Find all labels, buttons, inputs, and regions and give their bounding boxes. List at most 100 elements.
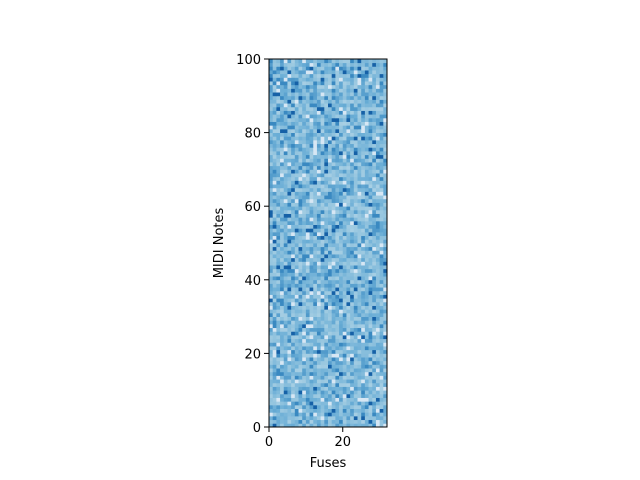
heatmap-cell bbox=[368, 220, 373, 225]
heatmap-cell bbox=[375, 99, 381, 104]
y-tick-label: 100 bbox=[236, 53, 261, 68]
heatmap-cell bbox=[324, 176, 329, 181]
heatmap-cell bbox=[353, 169, 358, 174]
heatmap-cell bbox=[316, 379, 322, 384]
heatmap-cell bbox=[316, 220, 322, 225]
heatmap-cell bbox=[280, 276, 285, 281]
heatmap-cell bbox=[283, 154, 288, 159]
heatmap-cell bbox=[313, 408, 318, 413]
heatmap-cell bbox=[309, 243, 314, 248]
heatmap-cell bbox=[298, 404, 303, 409]
heatmap-cell bbox=[375, 419, 381, 424]
heatmap-cell bbox=[283, 213, 288, 218]
heatmap-cell bbox=[294, 125, 299, 130]
heatmap-cell bbox=[324, 106, 329, 111]
heatmap-cell bbox=[328, 136, 333, 141]
heatmap-cell bbox=[335, 390, 340, 395]
heatmap-cell bbox=[339, 268, 344, 273]
heatmap-cell bbox=[283, 404, 288, 409]
heatmap-cell bbox=[316, 195, 322, 200]
heatmap-cell bbox=[280, 231, 285, 237]
heatmap-cell bbox=[361, 59, 366, 64]
heatmap-cell bbox=[335, 290, 340, 295]
heatmap-cell bbox=[294, 408, 299, 413]
heatmap-cell bbox=[309, 195, 314, 200]
heatmap-cell bbox=[379, 272, 384, 277]
heatmap-cell bbox=[328, 121, 333, 126]
heatmap-cell bbox=[331, 393, 336, 398]
heatmap-cell bbox=[313, 298, 318, 303]
heatmap-cell bbox=[324, 73, 329, 78]
heatmap-cell bbox=[375, 202, 381, 207]
heatmap-cell bbox=[272, 375, 277, 380]
heatmap-cell bbox=[302, 415, 307, 421]
heatmap-cell bbox=[305, 393, 310, 398]
heatmap-cell bbox=[294, 415, 299, 421]
heatmap-cell bbox=[280, 268, 285, 273]
heatmap-cell bbox=[353, 59, 358, 64]
heatmap-cell bbox=[350, 128, 355, 133]
heatmap-cell bbox=[357, 99, 362, 104]
heatmap-cell bbox=[320, 305, 325, 310]
heatmap-cell bbox=[287, 180, 292, 185]
heatmap-cell bbox=[375, 250, 381, 255]
heatmap-cell bbox=[350, 191, 355, 196]
heatmap-cell bbox=[328, 316, 333, 321]
heatmap-cell bbox=[280, 250, 285, 255]
heatmap-cell bbox=[320, 176, 325, 181]
x-axis-label: Fuses bbox=[310, 456, 347, 471]
heatmap-cell bbox=[309, 287, 314, 292]
heatmap-cell bbox=[364, 147, 369, 152]
heatmap-cell bbox=[372, 106, 377, 111]
heatmap-cell bbox=[346, 220, 351, 225]
heatmap-cell bbox=[342, 327, 347, 332]
heatmap-cell bbox=[328, 158, 333, 163]
heatmap-cell bbox=[272, 243, 277, 248]
heatmap-cell bbox=[350, 305, 355, 310]
heatmap-cell bbox=[291, 305, 296, 310]
heatmap-cell bbox=[298, 261, 303, 266]
heatmap-cell bbox=[335, 386, 340, 391]
heatmap-cell bbox=[305, 180, 310, 185]
heatmap-cell bbox=[368, 114, 373, 119]
heatmap-cell bbox=[379, 257, 384, 262]
heatmap-cell bbox=[350, 106, 355, 111]
heatmap-cell bbox=[305, 117, 310, 122]
heatmap-cell bbox=[335, 423, 340, 428]
heatmap-cell bbox=[316, 103, 322, 108]
heatmap-cell bbox=[375, 88, 381, 93]
heatmap-cell bbox=[291, 66, 296, 71]
heatmap-cell bbox=[324, 323, 329, 329]
heatmap-cell bbox=[283, 139, 288, 145]
heatmap-cell bbox=[305, 397, 310, 402]
heatmap-cell bbox=[331, 331, 336, 336]
heatmap-cell bbox=[353, 228, 358, 233]
heatmap-cell bbox=[280, 386, 285, 391]
heatmap-cell bbox=[379, 169, 384, 174]
heatmap-cell bbox=[302, 375, 307, 380]
heatmap-cell bbox=[320, 173, 325, 178]
heatmap-cell bbox=[328, 99, 333, 104]
heatmap-cell bbox=[331, 335, 336, 340]
heatmap-cell bbox=[383, 305, 388, 310]
heatmap-cell bbox=[309, 301, 314, 306]
heatmap-cell bbox=[302, 84, 307, 89]
heatmap-cell bbox=[287, 412, 292, 417]
heatmap-cell bbox=[276, 404, 281, 409]
heatmap-cell bbox=[287, 70, 292, 75]
heatmap-cell bbox=[379, 84, 384, 89]
heatmap-cell bbox=[375, 312, 381, 317]
heatmap-cell bbox=[269, 342, 274, 347]
heatmap-cell bbox=[298, 84, 303, 89]
heatmap-cell bbox=[280, 173, 285, 178]
heatmap-cell bbox=[379, 397, 384, 402]
heatmap-cell bbox=[320, 154, 325, 159]
heatmap-cell bbox=[320, 331, 325, 336]
heatmap-cell bbox=[342, 283, 347, 288]
heatmap-cell bbox=[368, 390, 373, 395]
heatmap-cell bbox=[320, 338, 325, 343]
heatmap-cell bbox=[339, 415, 344, 421]
heatmap-cell bbox=[331, 117, 336, 122]
heatmap-cell bbox=[324, 235, 329, 240]
heatmap-cell bbox=[339, 117, 344, 122]
